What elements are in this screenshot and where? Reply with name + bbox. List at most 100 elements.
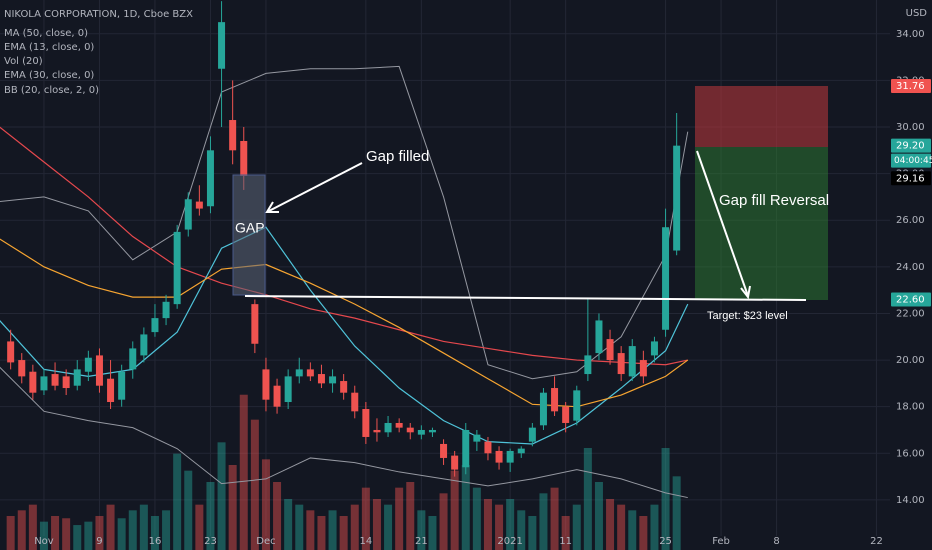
candle-body bbox=[484, 441, 492, 454]
candle-body bbox=[73, 369, 81, 386]
candle-body bbox=[650, 341, 658, 356]
candle-body bbox=[340, 381, 348, 393]
candle-body bbox=[151, 318, 159, 333]
legend-entry: Vol (20) bbox=[4, 56, 43, 67]
candle-body bbox=[539, 392, 547, 426]
candle-body bbox=[40, 376, 48, 391]
y-tick-label: 24.00 bbox=[896, 262, 925, 273]
indicator-line bbox=[0, 126, 688, 366]
indicator-line bbox=[0, 238, 689, 408]
candle-body bbox=[395, 422, 403, 428]
volume-bar bbox=[328, 510, 337, 550]
candle-body bbox=[262, 369, 270, 400]
volume-bar bbox=[628, 510, 637, 550]
x-tick-label: 11 bbox=[559, 536, 572, 547]
volume-bar bbox=[73, 525, 82, 550]
legend-entry: EMA (30, close, 0) bbox=[4, 70, 94, 81]
price-label: 29.20 bbox=[896, 141, 925, 152]
candle-body bbox=[462, 429, 470, 468]
volume-bar bbox=[239, 394, 248, 550]
volume-bar bbox=[439, 493, 448, 550]
candle-body bbox=[317, 374, 325, 384]
candle-body bbox=[84, 357, 92, 372]
volume-bar bbox=[594, 482, 603, 550]
candle-body bbox=[617, 353, 625, 375]
candle-body bbox=[551, 388, 559, 412]
price-label-bg bbox=[891, 138, 931, 153]
legend: NIKOLA CORPORATION, 1D, Cboe BZX MA (50,… bbox=[4, 9, 193, 96]
legend-entry: EMA (13, close, 0) bbox=[4, 42, 94, 53]
volume-bar bbox=[39, 521, 48, 550]
annotation: Target: $23 level bbox=[707, 310, 788, 322]
candle-body bbox=[129, 348, 137, 370]
y-tick-label: 22.00 bbox=[896, 308, 925, 319]
candle-body bbox=[51, 374, 59, 386]
candle-body bbox=[428, 429, 436, 433]
candle-body bbox=[195, 201, 203, 209]
candle-body bbox=[295, 369, 303, 377]
volume-bar bbox=[51, 516, 60, 550]
candle-body bbox=[273, 385, 281, 407]
arrow bbox=[696, 150, 749, 297]
candle-body bbox=[351, 392, 359, 412]
candle-body bbox=[240, 140, 248, 176]
gap-box bbox=[232, 174, 266, 296]
volume-bar bbox=[606, 499, 615, 550]
candle-body bbox=[140, 334, 148, 356]
candle-body bbox=[562, 406, 570, 423]
bollinger-band bbox=[0, 65, 689, 380]
y-tick-label: 34.00 bbox=[896, 29, 925, 40]
volume-bar bbox=[273, 482, 282, 550]
x-tick-label: Nov bbox=[34, 536, 54, 547]
volume-bar bbox=[583, 448, 592, 550]
stop-zone bbox=[695, 86, 828, 147]
volume-bar bbox=[406, 482, 415, 550]
legend-entry: MA (50, close, 0) bbox=[4, 28, 88, 39]
volume-bar bbox=[284, 499, 293, 550]
x-tick-label: 9 bbox=[96, 536, 102, 547]
indicator-line bbox=[0, 226, 689, 445]
x-tick-label: 14 bbox=[359, 536, 372, 547]
x-tick-label: 23 bbox=[204, 536, 217, 547]
volume-bar bbox=[28, 504, 37, 550]
candle-body bbox=[406, 427, 414, 433]
volume-bar bbox=[339, 516, 348, 550]
volume-bar bbox=[372, 499, 381, 550]
volume-bar bbox=[650, 504, 659, 550]
volume-bar bbox=[95, 516, 104, 550]
price-label: 31.76 bbox=[896, 81, 925, 92]
volume-bar bbox=[306, 510, 315, 550]
y-tick-label: 30.00 bbox=[896, 122, 925, 133]
candle-body bbox=[251, 304, 259, 344]
candle-body bbox=[95, 355, 103, 386]
y-tick-label: 26.00 bbox=[896, 215, 925, 226]
candle-body bbox=[673, 145, 681, 251]
annotations: GAP Gap filled Gap fill Reversal Target:… bbox=[232, 86, 829, 322]
candle-body bbox=[606, 339, 614, 361]
candle-body bbox=[184, 199, 192, 230]
y-tick-label: 18.00 bbox=[896, 402, 925, 413]
candle-body bbox=[18, 360, 26, 377]
x-tick-label: 8 bbox=[773, 536, 779, 547]
volume-bar bbox=[395, 487, 404, 550]
candle-body bbox=[528, 427, 536, 442]
target-zone bbox=[695, 147, 828, 300]
gap-level-line bbox=[244, 295, 807, 301]
candle-body bbox=[495, 450, 503, 463]
volume-bar bbox=[150, 516, 159, 550]
volume-bar bbox=[195, 504, 204, 550]
volume-bar bbox=[495, 504, 504, 550]
volume-bar bbox=[317, 516, 326, 550]
volume-bar bbox=[550, 487, 559, 550]
candle-body bbox=[118, 371, 126, 400]
volume-bar bbox=[428, 516, 437, 550]
volume-bar bbox=[450, 470, 459, 550]
volume-bar bbox=[17, 510, 26, 550]
y-tick-label: 16.00 bbox=[896, 448, 925, 459]
price-label-bg bbox=[891, 171, 931, 186]
candle-body bbox=[573, 390, 581, 421]
candle-body bbox=[628, 346, 636, 377]
volume-bar bbox=[206, 482, 215, 550]
candle-body bbox=[306, 369, 314, 377]
